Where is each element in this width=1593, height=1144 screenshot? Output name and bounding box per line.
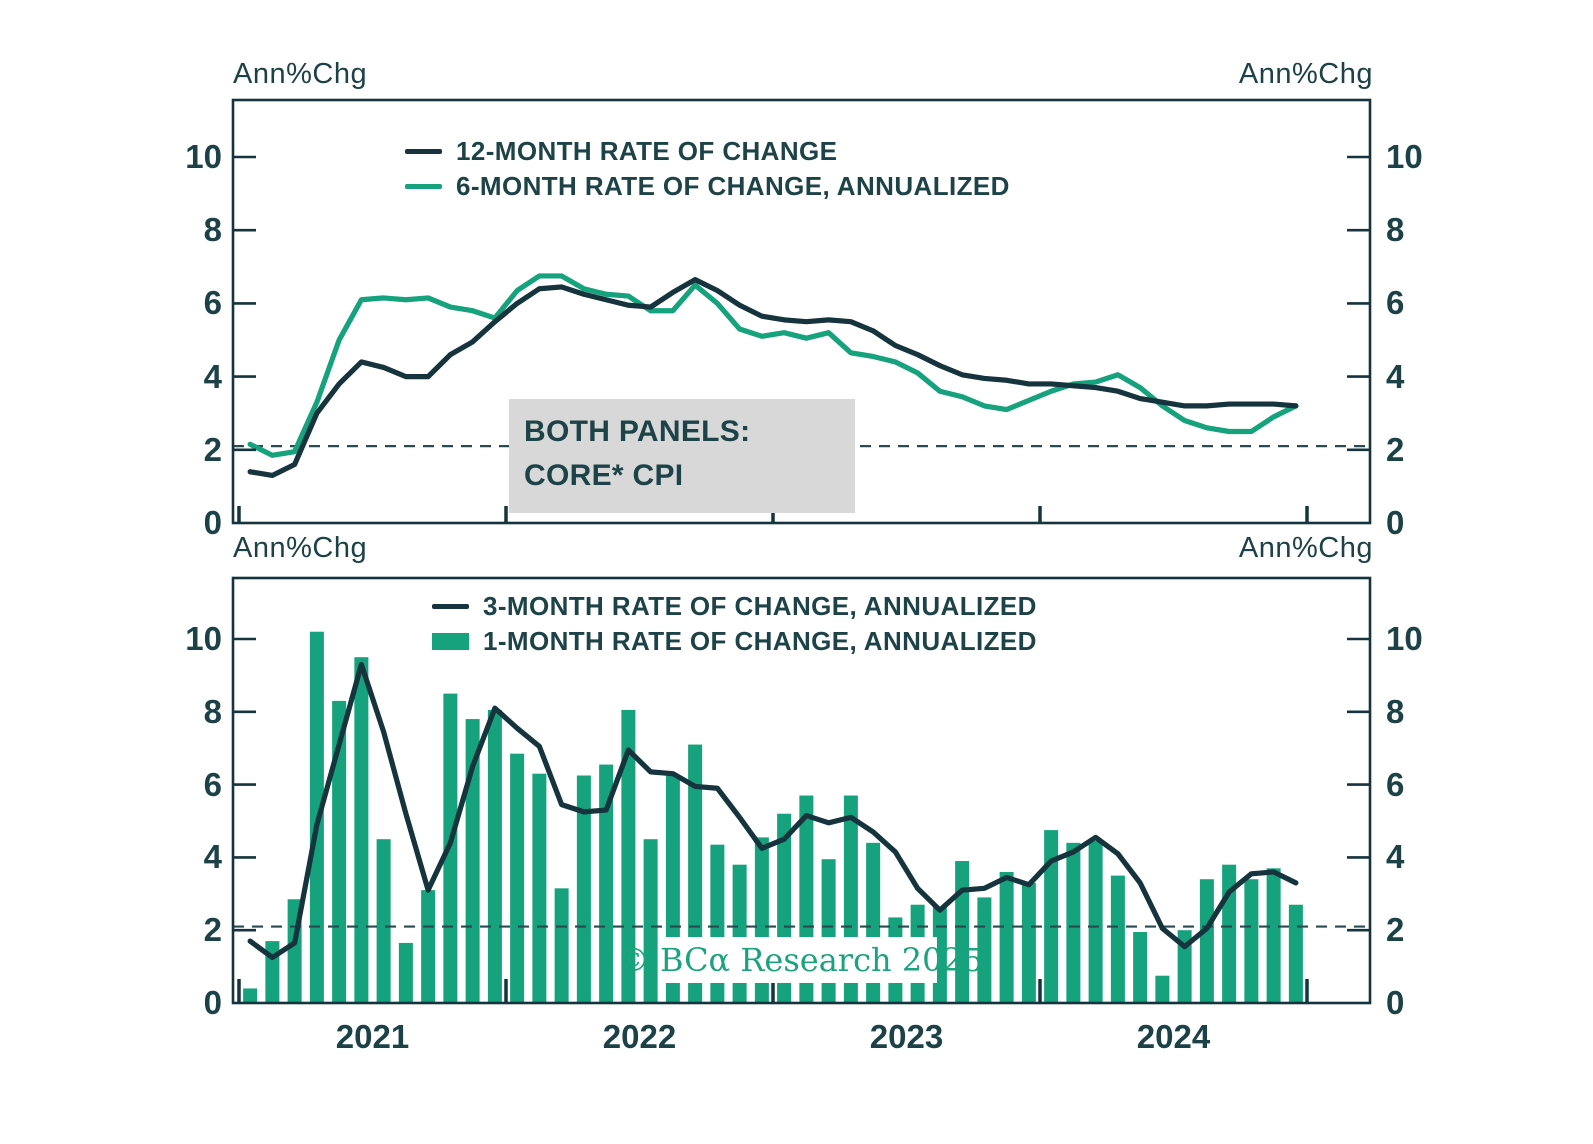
x-year-label: 2021 [335, 1018, 410, 1055]
y-tick-label-left: 4 [203, 357, 222, 395]
line-series-12-month-rate-of-change [247, 277, 1299, 479]
y-tick-label-right: 6 [1386, 765, 1405, 803]
legend-row-6-month: 6-MONTH RATE OF CHANGE, ANNUALIZED [405, 170, 1010, 201]
y-tick-label-right: 4 [1386, 838, 1405, 876]
y-tick-label-left: 2 [203, 911, 222, 949]
y-tick-label-left: 8 [203, 692, 222, 730]
legend-row-12-month: 12-MONTH RATE OF CHANGE [405, 135, 1010, 166]
bar [354, 657, 369, 1003]
bar [1155, 975, 1170, 1003]
bar [398, 942, 413, 1003]
bar [643, 839, 658, 1003]
bar [532, 773, 547, 1003]
bar-series-1-month [243, 631, 1303, 1003]
y-tick-label-right: 0 [1386, 504, 1405, 541]
y-tick-label-right: 0 [1386, 984, 1405, 1021]
bar [1066, 842, 1081, 1003]
y-tick-label-right: 2 [1386, 430, 1405, 468]
y-tick-label-left: 6 [203, 765, 222, 803]
bar [1133, 932, 1148, 1003]
3-month-line-swatch-icon [432, 603, 469, 609]
top-panel-yunit-left: Ann%Chg [233, 58, 368, 90]
bar [1088, 841, 1103, 1003]
y-tick-label-right: 6 [1386, 284, 1405, 322]
y-tick-label-left: 8 [203, 211, 222, 249]
bar [1199, 879, 1214, 1003]
bar [465, 719, 480, 1003]
bar [265, 941, 280, 1003]
bar [1266, 868, 1281, 1003]
bottom-panel-yunit-right: Ann%Chg [1238, 532, 1373, 564]
bar [243, 988, 258, 1003]
bar [1244, 879, 1259, 1003]
bar [599, 764, 614, 1003]
bar [977, 897, 992, 1003]
bar [1021, 882, 1036, 1003]
bar [1110, 875, 1125, 1003]
bar [955, 861, 970, 1003]
bar [554, 888, 569, 1003]
y-tick-label-right: 4 [1386, 357, 1405, 395]
panel-border [231, 576, 1372, 1005]
top-panel-legend: 12-MONTH RATE OF CHANGE 6-MONTH RATE OF … [405, 135, 1010, 201]
top-panel-yunit-right: Ann%Chg [1238, 58, 1373, 90]
y-tick-label-left: 0 [203, 984, 222, 1021]
legend-label-3-month: 3-MONTH RATE OF CHANGE, ANNUALIZED [483, 590, 1037, 621]
12-month-line-swatch-icon [405, 148, 442, 154]
legend-label-6-month: 6-MONTH RATE OF CHANGE, ANNUALIZED [456, 170, 1010, 201]
annotation-box: BOTH PANELS: CORE* CPI [509, 399, 855, 513]
bottom-panel-legend: 3-MONTH RATE OF CHANGE, ANNUALIZED 1-MON… [432, 590, 1037, 656]
line-series-3-month-rate-of-change-annualized [247, 661, 1299, 961]
legend-row-3-month: 3-MONTH RATE OF CHANGE, ANNUALIZED [432, 590, 1037, 621]
y-tick-label-right: 8 [1386, 692, 1405, 730]
y-tick-label-left: 10 [185, 620, 222, 657]
x-year-label: 2022 [602, 1018, 677, 1055]
legend-label-12-month: 12-MONTH RATE OF CHANGE [456, 135, 838, 166]
1-month-bar-swatch-icon [432, 632, 469, 650]
y-tick-label-right: 10 [1386, 620, 1423, 657]
y-tick-label-right: 8 [1386, 211, 1405, 249]
bar [1288, 904, 1303, 1003]
y-tick-label-left: 2 [203, 430, 222, 468]
bottom-panel-yunit-left: Ann%Chg [233, 532, 368, 564]
y-tick-label-right: 2 [1386, 911, 1405, 949]
y-tick-label-left: 6 [203, 284, 222, 322]
bar [1044, 830, 1059, 1003]
y-tick-label-left: 4 [203, 838, 222, 876]
legend-label-1-month: 1-MONTH RATE OF CHANGE, ANNUALIZED [483, 625, 1037, 656]
y-tick-label-left: 0 [203, 504, 222, 541]
bar [421, 890, 436, 1003]
bar [487, 709, 502, 1003]
legend-row-1-month: 1-MONTH RATE OF CHANGE, ANNUALIZED [432, 625, 1037, 656]
bar [510, 753, 525, 1003]
x-year-label: 2023 [869, 1018, 944, 1055]
line-series-6-month-rate-of-change-annualized [247, 273, 1299, 458]
6-month-line-swatch-icon [405, 183, 442, 189]
watermark: © BCα Research 2025 [618, 937, 983, 983]
panel-border [231, 98, 1372, 525]
x-year-label: 2024 [1136, 1018, 1211, 1055]
bar [376, 839, 391, 1003]
y-tick-label-left: 10 [185, 138, 222, 175]
bar [576, 775, 591, 1003]
bar [999, 871, 1014, 1003]
y-tick-label-right: 10 [1386, 138, 1423, 175]
bar [621, 709, 636, 1003]
annotation-line1: BOTH PANELS: [524, 415, 751, 448]
bar [1177, 930, 1192, 1003]
annotation-line2: CORE* CPI [524, 459, 684, 492]
